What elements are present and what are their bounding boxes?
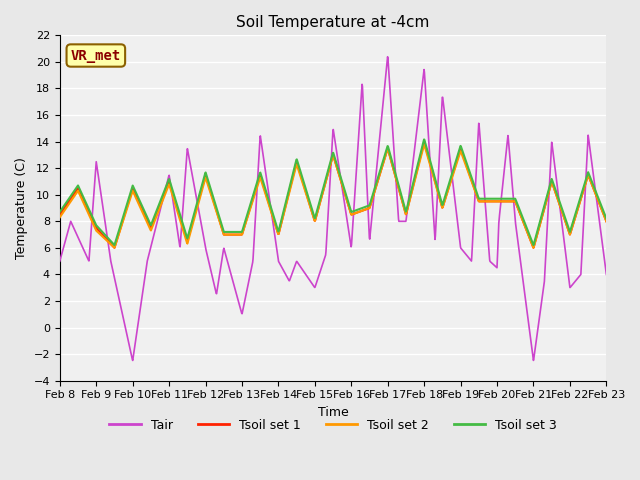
Line: Tsoil set 2: Tsoil set 2 <box>60 145 606 248</box>
Tsoil set 3 <box>300 178 307 184</box>
Tsoil set 3 <box>367 197 375 203</box>
Tsoil set 2 <box>121 213 129 218</box>
Tair <box>56 258 63 264</box>
Tair <box>98 199 106 204</box>
Legend: Tair, Tsoil set 1, Tsoil set 2, Tsoil set 3: Tair, Tsoil set 1, Tsoil set 2, Tsoil se… <box>104 414 562 437</box>
Tsoil set 3 <box>288 174 296 180</box>
Tair <box>309 282 317 288</box>
Text: VR_met: VR_met <box>70 48 121 62</box>
Tsoil set 3 <box>98 229 106 235</box>
Tair <box>384 54 392 60</box>
Tsoil set 1 <box>98 231 106 237</box>
Y-axis label: Temperature (C): Temperature (C) <box>15 157 28 259</box>
Tsoil set 2 <box>602 218 610 224</box>
Tsoil set 1 <box>602 218 610 224</box>
Tsoil set 2 <box>367 200 375 205</box>
Title: Soil Temperature at -4cm: Soil Temperature at -4cm <box>236 15 430 30</box>
Tsoil set 1 <box>367 200 375 205</box>
Line: Tair: Tair <box>60 57 606 360</box>
Tair <box>120 320 128 325</box>
Tsoil set 1 <box>300 180 307 186</box>
Tsoil set 3 <box>309 210 317 216</box>
Line: Tsoil set 3: Tsoil set 3 <box>60 139 606 245</box>
Tsoil set 3 <box>121 209 129 215</box>
Line: Tsoil set 1: Tsoil set 1 <box>60 142 606 248</box>
Tsoil set 2 <box>300 182 307 188</box>
Tsoil set 2 <box>111 245 118 251</box>
Tsoil set 3 <box>602 216 610 222</box>
Tair <box>129 358 136 363</box>
Tsoil set 1 <box>121 211 129 217</box>
Tsoil set 2 <box>98 233 106 239</box>
Tsoil set 1 <box>56 212 63 217</box>
Tsoil set 2 <box>420 142 428 148</box>
Tair <box>367 221 375 227</box>
Tsoil set 2 <box>288 179 296 185</box>
X-axis label: Time: Time <box>317 406 348 419</box>
Tsoil set 1 <box>420 139 428 145</box>
Tsoil set 3 <box>420 136 428 142</box>
Tair <box>288 271 296 276</box>
Tsoil set 2 <box>309 213 317 219</box>
Tsoil set 3 <box>111 242 118 248</box>
Tsoil set 1 <box>111 245 118 251</box>
Tsoil set 1 <box>288 177 296 183</box>
Tair <box>602 272 610 277</box>
Tsoil set 2 <box>56 215 63 220</box>
Tsoil set 3 <box>56 209 63 215</box>
Tair <box>300 268 307 274</box>
Tsoil set 1 <box>309 213 317 219</box>
